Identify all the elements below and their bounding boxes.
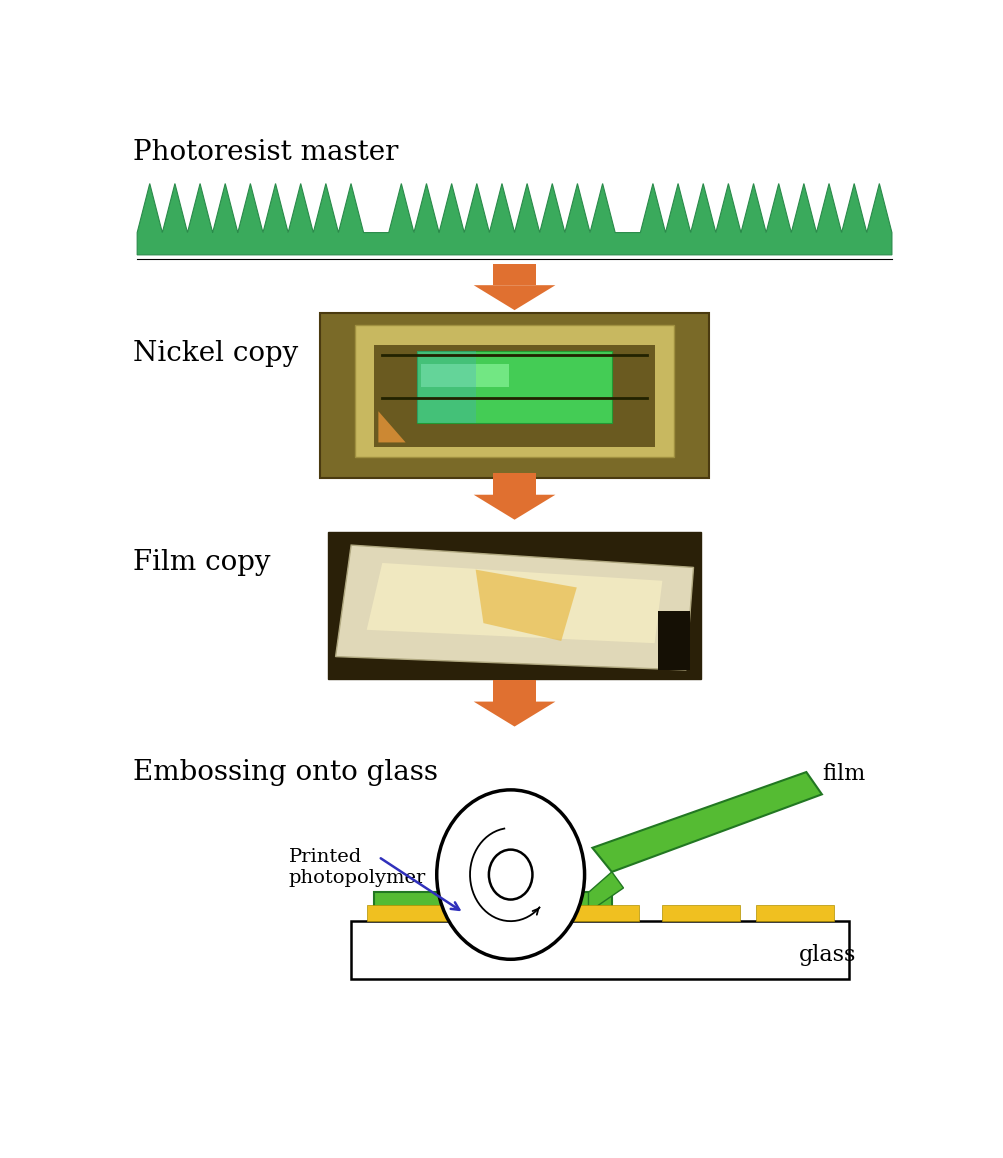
- Bar: [417, 351, 611, 423]
- Polygon shape: [473, 702, 555, 726]
- Ellipse shape: [488, 850, 532, 900]
- Text: Embossing onto glass: Embossing onto glass: [133, 758, 438, 785]
- Bar: [492, 680, 536, 702]
- Text: Photoresist master: Photoresist master: [133, 139, 398, 166]
- Polygon shape: [378, 411, 405, 442]
- Bar: [561, 904, 639, 921]
- Bar: [320, 314, 708, 478]
- Text: Nickel copy: Nickel copy: [133, 339, 298, 367]
- Polygon shape: [592, 772, 821, 872]
- Ellipse shape: [436, 790, 584, 959]
- Polygon shape: [366, 563, 662, 643]
- Bar: [417, 351, 475, 423]
- Polygon shape: [374, 893, 611, 913]
- Bar: [366, 904, 451, 921]
- Bar: [355, 325, 673, 457]
- Polygon shape: [473, 285, 555, 310]
- Polygon shape: [137, 184, 891, 255]
- Bar: [374, 345, 654, 447]
- Bar: [421, 364, 509, 387]
- Bar: [755, 904, 832, 921]
- Text: film: film: [821, 763, 865, 785]
- Polygon shape: [588, 872, 623, 913]
- Bar: [662, 904, 739, 921]
- Polygon shape: [335, 545, 693, 670]
- Text: glass: glass: [797, 944, 856, 966]
- Bar: [658, 611, 689, 670]
- Polygon shape: [475, 570, 576, 642]
- Bar: [467, 904, 546, 921]
- Bar: [492, 264, 536, 285]
- Bar: [328, 532, 700, 679]
- Polygon shape: [473, 494, 555, 520]
- Bar: [492, 474, 536, 494]
- Text: Film copy: Film copy: [133, 549, 271, 577]
- Text: Printed
photopolymer: Printed photopolymer: [289, 848, 425, 887]
- Bar: [351, 921, 849, 979]
